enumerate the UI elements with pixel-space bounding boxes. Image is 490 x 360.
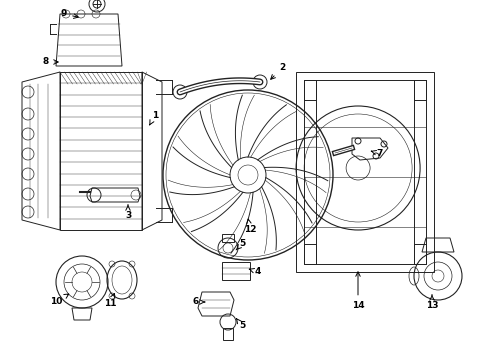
Text: 2: 2 [271, 63, 285, 79]
Text: 8: 8 [43, 58, 58, 67]
Text: 10: 10 [50, 294, 69, 306]
Bar [60, 72, 142, 230]
Text: 7: 7 [371, 149, 383, 158]
Text: 11: 11 [104, 293, 116, 309]
Bar [414, 244, 426, 264]
Bar [304, 80, 316, 100]
Bar [223, 328, 233, 340]
Text: 14: 14 [352, 272, 364, 310]
Bar [304, 80, 426, 264]
Text: 6: 6 [193, 297, 205, 306]
Bar [296, 72, 434, 272]
Bar [304, 244, 316, 264]
Text: 3: 3 [125, 205, 131, 220]
Bar [222, 262, 250, 280]
Text: 12: 12 [244, 219, 256, 234]
Text: 5: 5 [236, 239, 245, 250]
Text: 4: 4 [249, 267, 261, 276]
Text: 9: 9 [61, 9, 78, 18]
Text: 13: 13 [426, 295, 438, 310]
Bar [222, 234, 234, 242]
Text: 5: 5 [237, 319, 245, 330]
Bar [414, 80, 426, 100]
Text: 1: 1 [149, 111, 158, 125]
